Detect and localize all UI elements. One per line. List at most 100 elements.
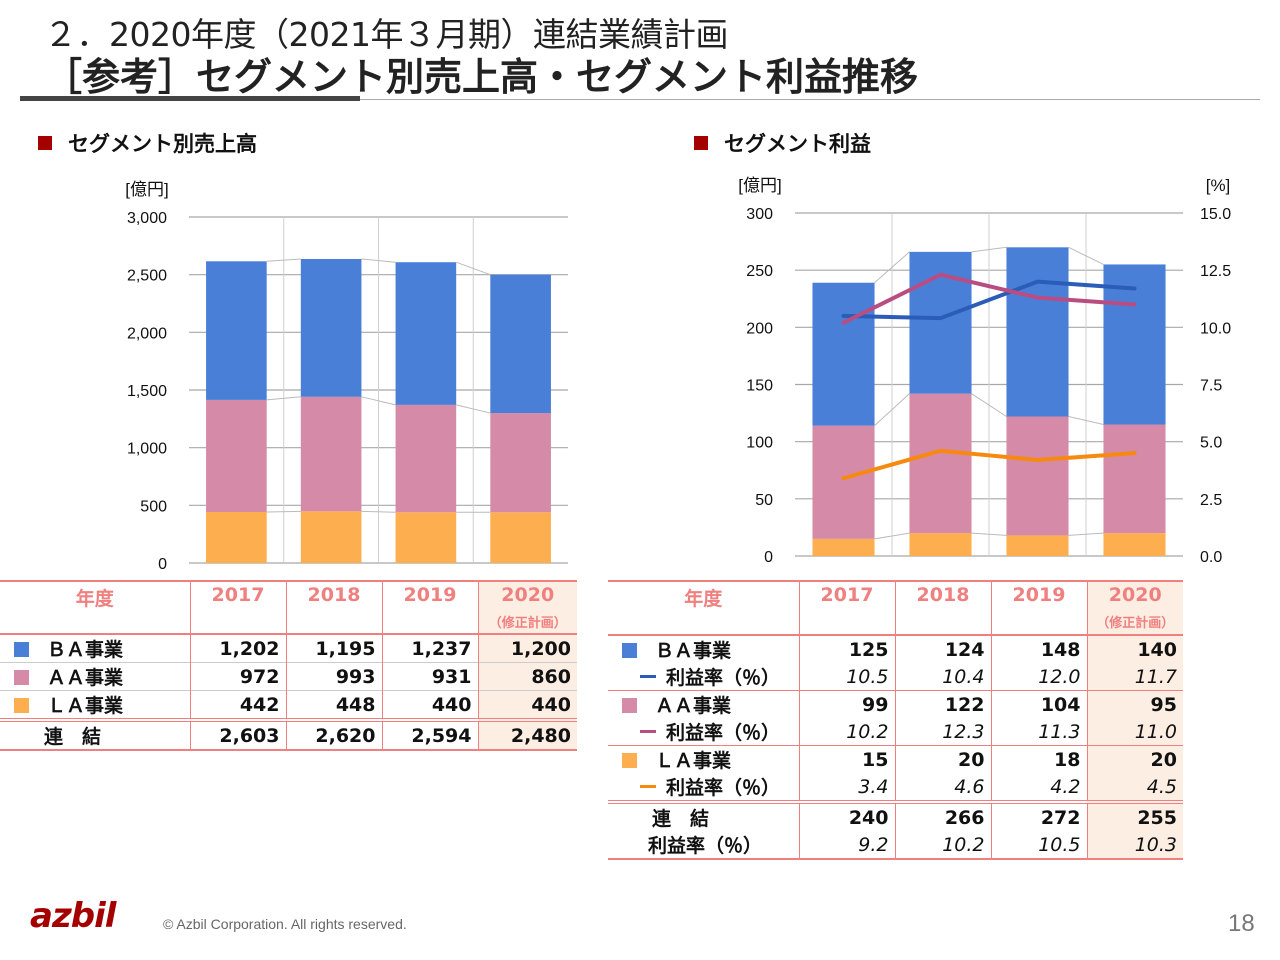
aa-legend-swatch-icon	[622, 698, 637, 713]
rate-cell: 9.2	[799, 831, 896, 859]
y-tick-label: 250	[746, 263, 773, 280]
bar-aa-2017	[812, 425, 875, 539]
cell: 240	[799, 802, 896, 831]
series-connector-line	[971, 532, 1007, 536]
series-connector-line	[456, 261, 491, 276]
bar-ba-2018	[300, 258, 362, 397]
series-connector-line	[1068, 532, 1104, 536]
series-connector-line	[971, 246, 1007, 253]
row-label: 利益率（％）	[608, 718, 800, 746]
header-year-2020-label: 2020	[501, 584, 555, 606]
rate-cell: 10.2	[895, 831, 992, 859]
ba-legend-swatch-icon	[14, 642, 29, 657]
table-row: ＬＡ事業 442 448 440 440	[0, 690, 577, 720]
rate-line-ba	[841, 279, 1137, 321]
cell: 993	[286, 662, 383, 691]
series-connector-line	[874, 251, 910, 284]
y-tick-label: 2,500	[127, 268, 167, 285]
cell: 122	[895, 690, 992, 718]
table-row-rate: 利益率（％） 9.2 10.2 10.5 10.3	[608, 831, 1183, 859]
bar-la-2018	[909, 533, 972, 556]
cell: 272	[991, 802, 1088, 831]
bar-la-2019	[395, 512, 457, 563]
cell: 20	[895, 745, 992, 773]
row-label: 利益率（％）	[608, 773, 800, 802]
row-label: 利益率（％）	[608, 663, 800, 691]
sales-table: 年度 2017 2018 2019 2020 （修正計画） ＢＡ事業 1,202…	[0, 580, 577, 751]
cell: 20	[1087, 745, 1183, 773]
cell: 2,480	[478, 720, 577, 750]
cell: 2,620	[286, 720, 383, 750]
cell: 860	[478, 662, 577, 691]
rate-cell: 10.5	[799, 663, 896, 691]
cell: 125	[799, 635, 896, 663]
sales-header-row: 年度 2017 2018 2019 2020 （修正計画）	[0, 581, 577, 634]
la-legend-swatch-icon	[14, 698, 29, 713]
header-year-2020: 2020 （修正計画）	[478, 581, 577, 634]
cell: 440	[382, 690, 479, 720]
la-legend-swatch-icon	[622, 753, 637, 768]
cell: 440	[478, 690, 577, 720]
y-tick-label: 1,500	[127, 383, 167, 400]
rate-cell: 11.0	[1087, 718, 1183, 746]
cell: 104	[991, 690, 1088, 718]
rate-line-aa	[841, 272, 1137, 325]
bar-aa-2019	[1006, 416, 1069, 536]
y2-tick-label: 7.5	[1200, 378, 1222, 395]
bar-aa-2018	[909, 393, 972, 534]
table-row: ＡＡ事業 972 993 931 860	[0, 662, 577, 691]
section-bullet-icon	[694, 136, 708, 150]
y2-axis-label: [%]	[1206, 176, 1231, 195]
y-tick-label: 300	[746, 206, 773, 223]
header-year-label: 年度	[0, 581, 191, 634]
bar-la-2017	[812, 538, 875, 556]
aa-line-legend-icon	[640, 730, 656, 733]
header-year-2017: 2017	[799, 581, 896, 635]
y-tick-label: 200	[746, 320, 773, 337]
ba-line-legend-icon	[640, 675, 656, 678]
table-row: ＢＡ事業 125 124 148 140	[608, 635, 1183, 663]
title-underline-thick	[20, 96, 360, 101]
series-connector-line	[874, 532, 910, 540]
sales-section-title-text: セグメント別売上高	[68, 132, 257, 156]
y-tick-label: 150	[746, 378, 773, 395]
table-row-rate: 利益率（％） 10.2 12.3 11.3 11.0	[608, 718, 1183, 746]
copyright-text: © Azbil Corporation. All rights reserved…	[163, 916, 407, 932]
y2-tick-label: 5.0	[1200, 435, 1222, 452]
page-number: 18	[1228, 910, 1255, 937]
bar-ba-2017	[206, 261, 267, 400]
rate-cell: 11.7	[1087, 663, 1183, 691]
bar-ba-2020	[490, 274, 551, 414]
profit-section-title: セグメント利益	[694, 128, 871, 158]
rate-cell: 10.4	[895, 663, 992, 691]
bar-la-2020	[1103, 533, 1166, 556]
table-row-rate: 利益率（％） 10.5 10.4 12.0 11.7	[608, 663, 1183, 691]
y-tick-label: 3,000	[127, 210, 167, 227]
y2-tick-label: 2.5	[1200, 492, 1222, 509]
rate-cell: 4.6	[895, 773, 992, 802]
row-label: ＢＡ事業	[0, 634, 191, 663]
rate-cell: 12.0	[991, 663, 1088, 691]
header-year-2019: 2019	[382, 581, 479, 634]
rate-cell: 3.4	[799, 773, 896, 802]
bar-aa-2018	[300, 396, 362, 512]
series-connector-line	[971, 393, 1007, 417]
bar-aa-2020	[490, 413, 551, 513]
profit-header-row: 年度 2017 2018 2019 2020 （修正計画）	[608, 581, 1183, 635]
y-tick-label: 1,000	[127, 441, 167, 458]
cell: 124	[895, 635, 992, 663]
bar-ba-2020	[1103, 264, 1166, 425]
row-label: ＡＡ事業	[608, 690, 800, 718]
cell: 95	[1087, 690, 1183, 718]
bar-la-2020	[490, 512, 551, 563]
profit-table: 年度 2017 2018 2019 2020 （修正計画） ＢＡ事業 125 124…	[608, 580, 1183, 860]
series-connector-line	[361, 258, 396, 263]
la-line-legend-icon	[640, 785, 656, 788]
rate-cell: 4.2	[991, 773, 1088, 802]
cell: 266	[895, 802, 992, 831]
y-tick-label: 500	[140, 498, 167, 515]
cell: 1,237	[382, 634, 479, 663]
bar-la-2017	[206, 512, 267, 563]
slide-title-line2: ［参考］セグメント別売上高・セグメント利益推移	[44, 55, 919, 99]
y2-tick-label: 15.0	[1200, 206, 1231, 223]
